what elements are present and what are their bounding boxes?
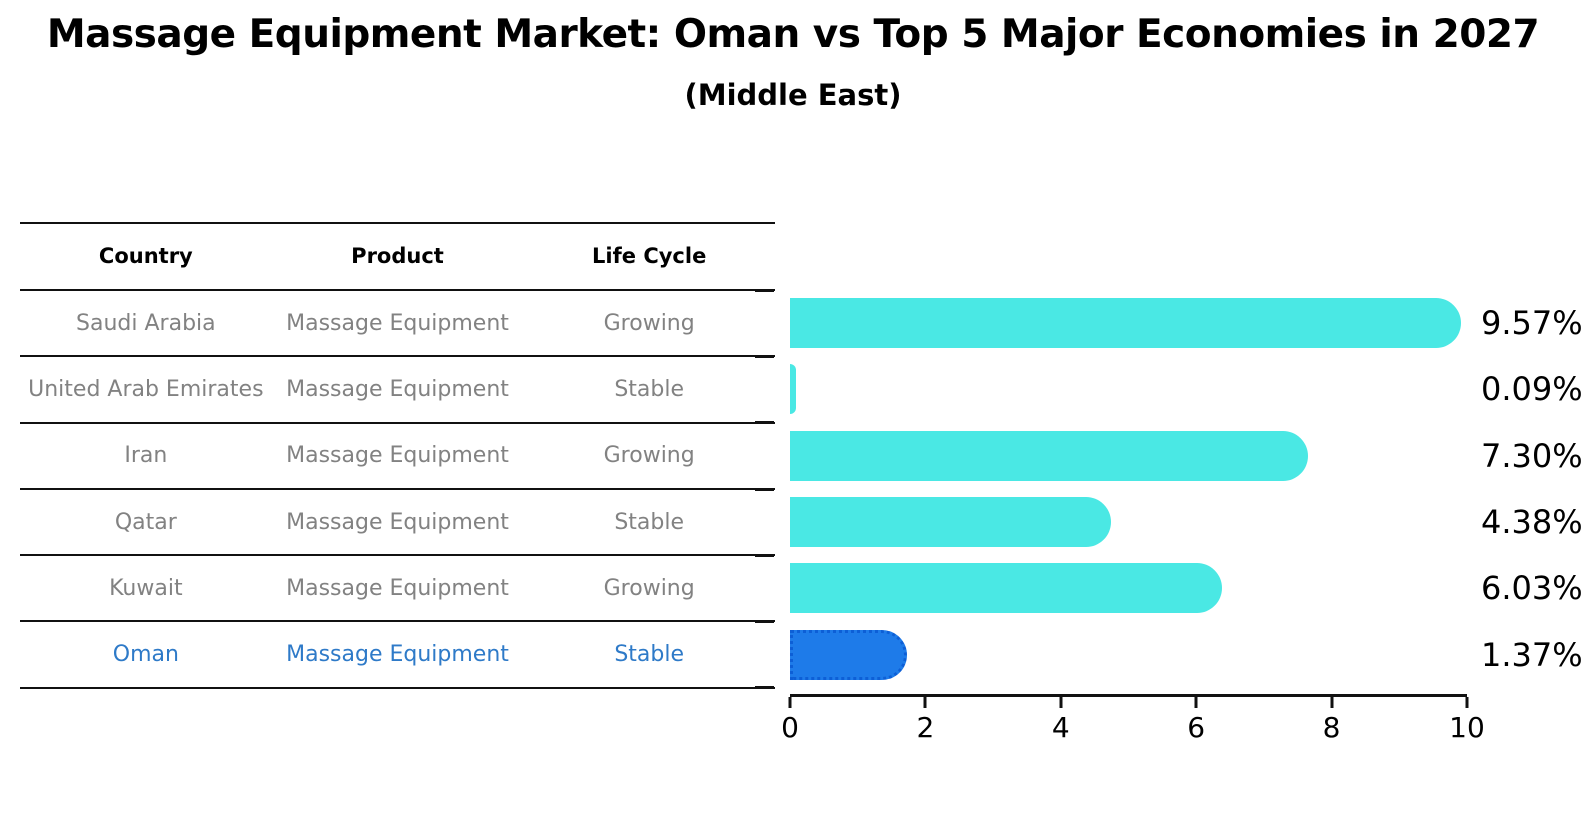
cell-country: Qatar [114, 509, 177, 535]
cell-product: Massage Equipment [286, 310, 509, 336]
bar-qatar [790, 496, 1111, 547]
x-tick-label: 4 [1051, 711, 1070, 744]
chart-title: Massage Equipment Market: Oman vs Top 5 … [46, 12, 1540, 57]
x-axis-tick [1465, 697, 1469, 708]
table-row-kuwait: Kuwait Massage Equipment Growing [20, 556, 775, 623]
cell-product: Massage Equipment [286, 575, 509, 601]
chart-subtitle: (Middle East) [684, 78, 902, 112]
x-tick-label: 0 [781, 711, 799, 744]
value-label: 9.57% [1481, 304, 1583, 343]
cell-country: Oman [112, 642, 179, 668]
bar-row-kuwait: 6.03% [790, 555, 1583, 621]
bar-row-iran: 7.30% [790, 423, 1583, 489]
table-row-uae: United Arab Emirates Massage Equipment S… [20, 357, 775, 424]
cell-country: Saudi Arabia [76, 310, 216, 336]
table-row-iran: Iran Massage Equipment Growing [20, 424, 775, 490]
cell-life-cycle: Growing [603, 310, 695, 336]
bar-row-saudi-arabia: 9.57% [790, 290, 1583, 356]
table-row-qatar: Qatar Massage Equipment Stable [20, 490, 775, 557]
x-axis-tick [1194, 697, 1198, 708]
x-axis-tick [1059, 697, 1063, 708]
table-row-saudi-arabia: Saudi Arabia Massage Equipment Growing [20, 291, 775, 358]
bar-iran [790, 430, 1308, 481]
x-tick-label: 8 [1322, 711, 1341, 744]
y-axis-tick [755, 488, 774, 491]
y-axis-tick [755, 620, 774, 623]
value-label: 7.30% [1481, 436, 1583, 475]
value-label: 1.37% [1481, 635, 1583, 674]
cell-life-cycle: Stable [614, 376, 685, 402]
cell-product: Massage Equipment [286, 642, 509, 668]
col-header-country: Country [98, 244, 193, 268]
value-label: 0.09% [1481, 370, 1583, 409]
x-tick-label: 10 [1449, 711, 1485, 744]
bar-uae [790, 364, 797, 415]
cell-country: United Arab Emirates [28, 376, 264, 402]
bar-oman-highlighted [790, 629, 908, 680]
table-row-oman: Oman Massage Equipment Stable [20, 622, 775, 689]
table-header-row: Country Product Life Cycle [20, 224, 775, 291]
x-tick-label: 2 [916, 711, 935, 744]
x-axis-tick [923, 697, 927, 708]
y-axis-tick [755, 289, 774, 292]
x-axis: 0 2 4 6 8 10 [781, 694, 1485, 744]
bar-kuwait [790, 563, 1223, 614]
value-label: 6.03% [1481, 569, 1583, 608]
bar-row-qatar: 4.38% [790, 489, 1583, 555]
bar-row-oman: 1.37% [790, 622, 1583, 688]
x-axis-tick [1330, 697, 1334, 708]
cell-product: Massage Equipment [286, 509, 509, 535]
cell-product: Massage Equipment [286, 376, 509, 402]
cell-life-cycle: Stable [614, 509, 685, 535]
value-label: 4.38% [1481, 503, 1583, 542]
cell-country: Kuwait [109, 575, 183, 601]
cell-life-cycle: Growing [603, 575, 695, 601]
col-header-life-cycle: Life Cycle [592, 244, 707, 268]
cell-life-cycle: Stable [614, 642, 685, 668]
cell-product: Massage Equipment [286, 443, 509, 469]
y-axis-tick [755, 421, 774, 424]
bar-chart-plot-area: 9.57% 0.09% 7.30% 4.38% 6.03% 1.37% [755, 289, 1583, 689]
x-axis-tick [788, 697, 792, 708]
y-axis-tick [755, 686, 774, 689]
y-axis-tick [755, 355, 774, 358]
country-table: Country Product Life Cycle Saudi Arabia … [20, 222, 775, 689]
bar-saudi-arabia [790, 298, 1461, 348]
cell-country: Iran [124, 443, 168, 469]
col-header-product: Product [351, 244, 444, 268]
bar-row-uae: 0.09% [790, 356, 1583, 422]
x-tick-label: 6 [1187, 711, 1206, 744]
y-axis-tick [755, 554, 774, 557]
cell-life-cycle: Growing [603, 443, 695, 469]
